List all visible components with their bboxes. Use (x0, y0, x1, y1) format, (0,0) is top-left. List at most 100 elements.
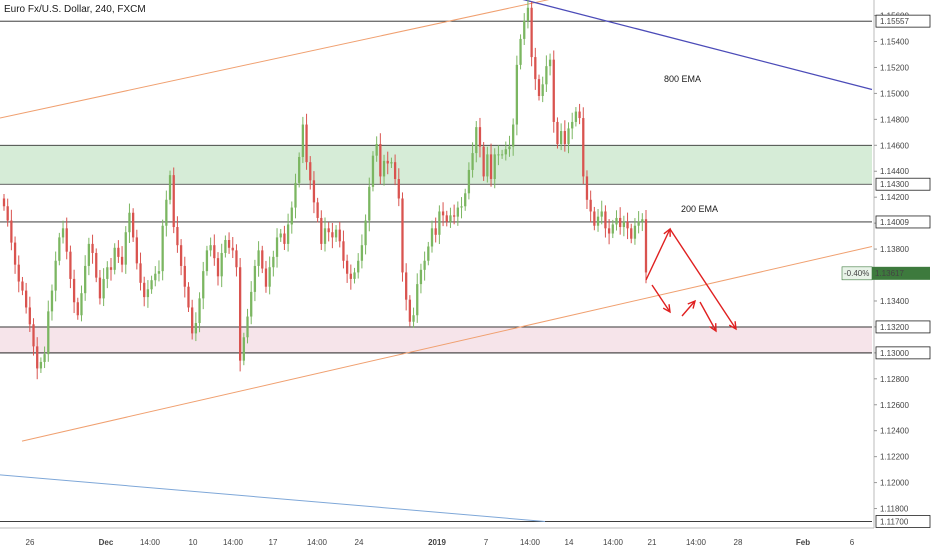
current-price-badge[interactable] (872, 266, 930, 280)
time-tick-label: Dec (99, 538, 114, 547)
ema-annotation: 800 EMA (664, 74, 701, 84)
candle-body (231, 247, 234, 251)
candle-body (360, 245, 364, 261)
candle-body (471, 153, 474, 170)
candle-body (72, 278, 76, 303)
bottom-trend-line[interactable] (0, 474, 546, 523)
projection-arrow-head (709, 323, 717, 333)
candle-body (290, 207, 293, 225)
price-level-badge[interactable] (875, 215, 931, 229)
candle-body (452, 215, 456, 217)
candle-body (235, 250, 238, 268)
candle-body (412, 315, 415, 322)
candle-body (427, 246, 430, 261)
candle-body (375, 144, 378, 156)
candle-body (486, 154, 489, 177)
candle-body (600, 211, 603, 217)
candle-body (227, 240, 231, 248)
candle-body (320, 217, 323, 244)
candle-body (353, 272, 356, 279)
upper-channel-line[interactable] (0, 0, 565, 119)
candle-body (120, 256, 124, 265)
candle-body (364, 220, 367, 246)
time-tick-label: 7 (484, 538, 489, 547)
support-zone (0, 326, 872, 353)
time-axis-bg (0, 528, 932, 550)
candle-body (545, 66, 548, 85)
candle-body (305, 124, 308, 163)
candle-body (641, 219, 644, 222)
candle-body (571, 121, 574, 129)
candle-body (28, 307, 31, 325)
price-level-badge[interactable] (875, 346, 931, 360)
candle-body (17, 264, 20, 282)
candle-body (65, 228, 68, 252)
candle-body (401, 198, 404, 273)
price-change-label: -0.40% (844, 269, 869, 278)
candle-body (187, 286, 190, 308)
time-tick-label: 24 (355, 538, 364, 547)
price-level-badge-label: 1.13000 (880, 349, 909, 358)
projection-arrow (681, 300, 696, 317)
long-term-downtrend-line[interactable] (505, 0, 873, 91)
lower-channel-line[interactable] (21, 245, 873, 442)
price-level-badge[interactable] (875, 14, 931, 28)
candle-body (327, 228, 330, 233)
candle-body (209, 245, 212, 251)
candle-body (419, 269, 423, 285)
candle-body (334, 229, 338, 238)
candle-body (408, 299, 412, 322)
price-level-badge[interactable] (875, 515, 931, 528)
price-tick-label: 1.12800 (880, 375, 909, 384)
price-level-badge-label: 1.11700 (880, 518, 909, 527)
candle-body (24, 290, 28, 308)
candle-body (393, 162, 397, 180)
current-price-label: 1.13617 (875, 269, 904, 278)
candle-body (80, 293, 83, 316)
candle-body (460, 206, 463, 208)
candle-body (216, 258, 220, 277)
candle-body (475, 127, 478, 154)
candle-body (559, 131, 563, 144)
candle-body (131, 212, 135, 238)
time-tick-label: 17 (269, 538, 278, 547)
candle-body (430, 228, 434, 247)
candle-body (637, 221, 640, 226)
candle-body (198, 298, 201, 324)
candle-body (172, 175, 175, 228)
candle-body (556, 121, 559, 144)
time-tick-label: 14 (565, 538, 574, 547)
candle-body (154, 273, 157, 281)
candle-body (493, 154, 496, 180)
candle-body (113, 247, 116, 270)
candle-body (139, 263, 142, 283)
candle-body (449, 215, 452, 222)
candle-body (382, 160, 386, 177)
candle-body (298, 156, 301, 183)
projection-arrow-head (687, 299, 697, 309)
time-tick-label: 21 (648, 538, 657, 547)
price-level-badge[interactable] (875, 177, 931, 191)
candle-body (168, 175, 172, 200)
candle-body (345, 260, 349, 274)
candle-body (109, 267, 113, 270)
candle-body (563, 131, 566, 144)
price-tick-label: 1.14400 (880, 167, 909, 176)
price-level-badge[interactable] (875, 320, 931, 334)
time-tick-label: 14:00 (140, 538, 161, 547)
candle-body (117, 247, 120, 257)
price-level-badge-label: 1.15557 (880, 17, 909, 26)
candle-body (124, 232, 127, 265)
candle-body (176, 227, 179, 246)
candle-body (626, 221, 629, 229)
candle-body (342, 241, 345, 261)
time-tick-label: 10 (189, 538, 198, 547)
time-tick-label: 14:00 (520, 538, 541, 547)
candle-body (508, 146, 511, 150)
candle-body (272, 256, 275, 268)
candle-body (2, 198, 6, 207)
candle-body (76, 302, 79, 316)
candle-body (357, 260, 360, 273)
candle-body (434, 228, 437, 235)
